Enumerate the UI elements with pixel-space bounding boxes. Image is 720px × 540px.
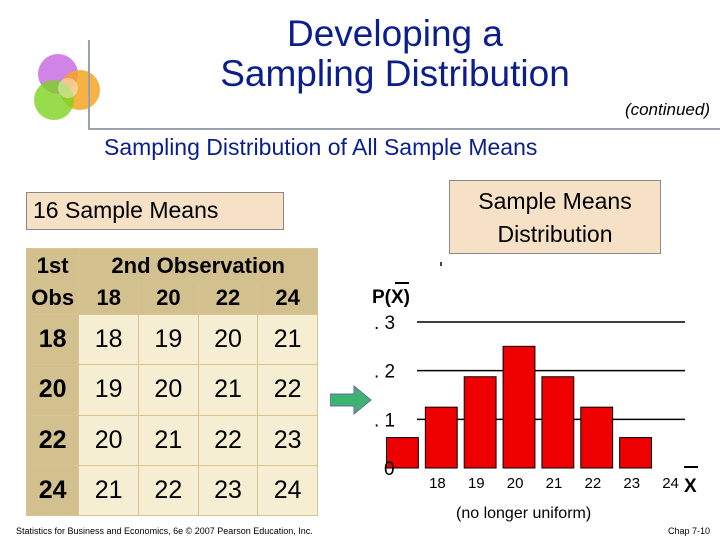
right-arrow-icon bbox=[330, 385, 372, 415]
bar-21 bbox=[502, 345, 536, 469]
sample-means-chart: 0 . 1 . 2 . 3 18 19 20 21 22 23 24 P(X) X bbox=[372, 282, 698, 497]
table-cell: 23 bbox=[257, 414, 318, 466]
chart-y-axis-label: P(X) bbox=[372, 287, 410, 308]
table-cell: 22 bbox=[138, 464, 199, 517]
decor-tick bbox=[440, 262, 442, 266]
chart-bars bbox=[385, 345, 653, 469]
table-cell: 19 bbox=[138, 313, 199, 366]
table-cell: 18 bbox=[78, 313, 140, 366]
logo-circles bbox=[34, 54, 100, 120]
chart-y-tick-labels: 0 . 1 . 2 . 3 bbox=[374, 313, 395, 480]
table-row: 24 21 22 23 24 bbox=[25, 464, 318, 517]
table-cell: 21 bbox=[78, 464, 140, 517]
bar-22 bbox=[541, 376, 575, 469]
chart-x-axis-label: X bbox=[684, 476, 697, 497]
table-cell: 23 bbox=[197, 464, 259, 517]
x-tick-label: 21 bbox=[546, 475, 563, 492]
bar-20 bbox=[463, 376, 497, 469]
col-header: 22 bbox=[197, 282, 259, 315]
footer-copyright: Statistics for Business and Economics, 6… bbox=[16, 526, 313, 536]
page-title: Developing a Sampling Distribution bbox=[150, 14, 640, 94]
continued-label: (continued) bbox=[624, 100, 710, 119]
y-tick-label: . 2 bbox=[374, 362, 395, 383]
decor-horizontal-line bbox=[88, 128, 720, 130]
x-tick-label: 22 bbox=[585, 475, 602, 492]
table-cell: 24 bbox=[257, 464, 318, 517]
x-tick-label: 19 bbox=[468, 475, 485, 492]
table-cell: 21 bbox=[197, 364, 259, 416]
row-label: 24 bbox=[25, 464, 80, 517]
table-cell: 20 bbox=[78, 414, 140, 466]
sample-means-box: 16 Sample Means bbox=[26, 192, 284, 230]
col-header: 24 bbox=[257, 282, 318, 315]
header-obs: Obs bbox=[25, 282, 80, 315]
sample-means-label: 16 Sample Means bbox=[33, 197, 219, 223]
header-1st: 1st bbox=[25, 248, 80, 283]
y-tick-label: 0 bbox=[384, 459, 395, 480]
chart-x-tick-labels: 18 19 20 21 22 23 24 bbox=[429, 475, 679, 492]
table-row: 18 18 19 20 21 bbox=[25, 313, 318, 366]
bar-18 bbox=[385, 437, 419, 469]
table-cell: 21 bbox=[138, 414, 199, 466]
table-row: 22 20 21 22 23 bbox=[25, 414, 318, 466]
distribution-label-line2: Distribution bbox=[497, 221, 613, 247]
chart-caption: (no longer uniform) bbox=[456, 505, 592, 522]
footer-page-number: Chap 7-10 bbox=[667, 526, 710, 536]
table-row: 20 19 20 21 22 bbox=[25, 364, 318, 416]
sample-means-table: 1st 2nd Observation Obs 18 20 22 24 18 1… bbox=[25, 248, 318, 517]
bar-24 bbox=[619, 437, 653, 469]
distribution-label-line1: Sample Means bbox=[478, 188, 632, 214]
row-label: 18 bbox=[25, 313, 80, 366]
y-tick-label: . 3 bbox=[374, 313, 395, 334]
x-tick-label: 23 bbox=[623, 475, 640, 492]
table-cell: 20 bbox=[197, 313, 259, 366]
table-cell: 21 bbox=[257, 313, 318, 366]
y-tick-label: . 1 bbox=[374, 410, 395, 431]
x-tick-label: 20 bbox=[507, 475, 524, 492]
header-2nd-observation: 2nd Observation bbox=[78, 248, 318, 283]
bar-19 bbox=[424, 406, 458, 469]
title-line-2: Sampling Distribution bbox=[220, 53, 570, 94]
table-cell: 22 bbox=[257, 364, 318, 416]
table-cell: 19 bbox=[78, 364, 140, 416]
x-tick-label: 18 bbox=[429, 475, 446, 492]
bar-23 bbox=[580, 406, 614, 469]
row-label: 22 bbox=[25, 414, 80, 466]
table-cell: 22 bbox=[197, 414, 259, 466]
row-label: 20 bbox=[25, 364, 80, 416]
col-header: 18 bbox=[78, 282, 140, 315]
distribution-box: Sample Means Distribution bbox=[449, 180, 661, 254]
x-tick-label: 24 bbox=[662, 475, 679, 492]
table-cell: 20 bbox=[138, 364, 199, 416]
col-header: 20 bbox=[138, 282, 199, 315]
subtitle: Sampling Distribution of All Sample Mean… bbox=[104, 134, 538, 160]
decor-vertical-line bbox=[88, 40, 90, 130]
title-line-1: Developing a bbox=[287, 13, 503, 54]
